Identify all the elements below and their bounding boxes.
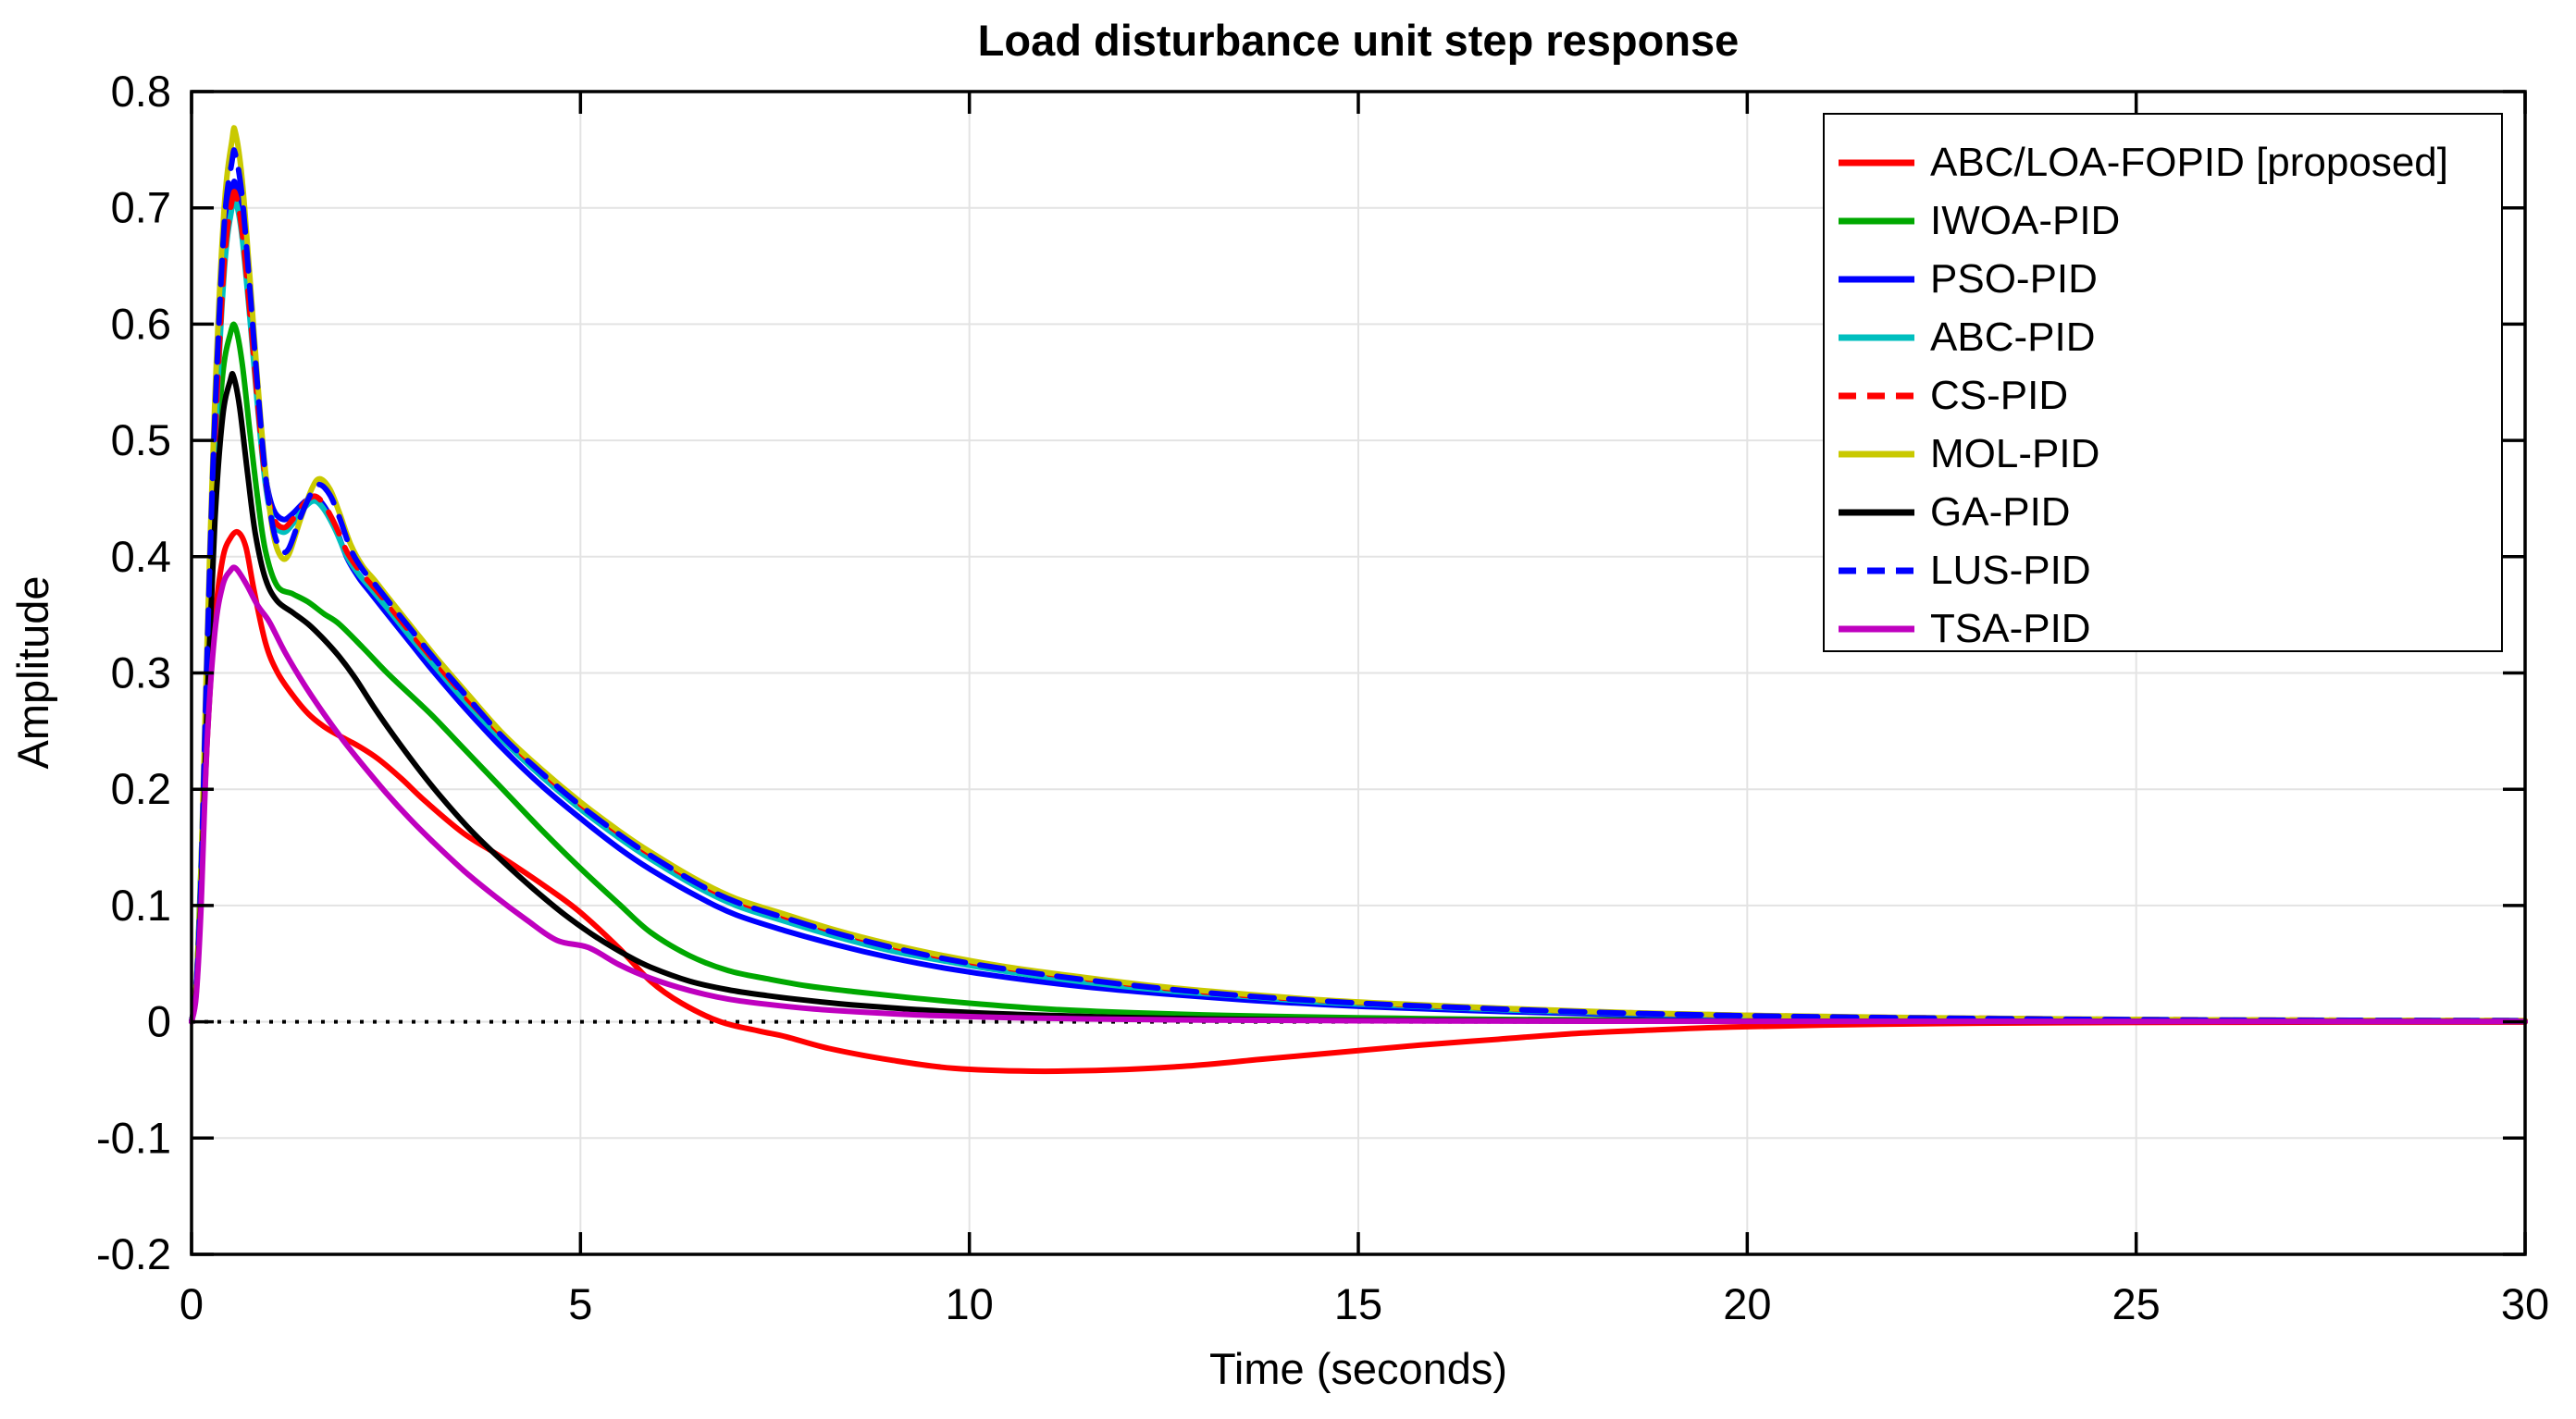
legend-line-sample-mol-pid bbox=[1839, 450, 1914, 457]
legend-item-pso-pid: PSO-PID bbox=[1825, 250, 2501, 308]
legend-item-abc-pid: ABC-PID bbox=[1825, 308, 2501, 366]
y-tick-label--0.2: -0.2 bbox=[96, 1229, 171, 1278]
legend-label: MOL-PID bbox=[1930, 430, 2100, 476]
axis-ticks bbox=[190, 90, 2527, 1256]
chart-title: Load disturbance unit step response bbox=[978, 16, 1740, 65]
legend-item-mol-pid: MOL-PID bbox=[1825, 425, 2501, 483]
legend-label: LUS-PID bbox=[1930, 547, 2091, 593]
y-tick-label-0.5: 0.5 bbox=[111, 415, 171, 464]
legend-item-iwoa-pid: IWOA-PID bbox=[1825, 191, 2501, 250]
legend-line-sample-abc-loa-fopid-proposed bbox=[1839, 159, 1914, 166]
x-tick-label-30: 30 bbox=[2501, 1279, 2549, 1328]
y-axis-label: Amplitude bbox=[8, 576, 57, 770]
legend-item-ga-pid: GA-PID bbox=[1825, 483, 2501, 541]
curve-lus-pid bbox=[189, 147, 2528, 1025]
legend-line-sample-cs-pid bbox=[1839, 392, 1914, 399]
legend-label: ABC-PID bbox=[1930, 314, 2096, 360]
legend-line-sample-lus-pid bbox=[1839, 567, 1914, 574]
y-tick-label-0.7: 0.7 bbox=[111, 183, 171, 232]
legend-line-sample-tsa-pid bbox=[1839, 625, 1914, 632]
x-axis-label: Time (seconds) bbox=[1209, 1344, 1507, 1393]
curve-tsa-pid bbox=[189, 564, 2528, 1025]
legend-label: TSA-PID bbox=[1930, 605, 2091, 651]
legend-line-sample-pso-pid bbox=[1839, 276, 1914, 282]
y-tick-label-0.6: 0.6 bbox=[111, 299, 171, 348]
legend-item-lus-pid: LUS-PID bbox=[1825, 541, 2501, 599]
curve-mol-pid bbox=[189, 125, 2528, 1025]
x-tick-label-25: 25 bbox=[2112, 1279, 2161, 1328]
x-tick-label-5: 5 bbox=[568, 1279, 592, 1328]
y-tick-label-0.2: 0.2 bbox=[111, 764, 171, 813]
legend-label: ABC/LOA-FOPID [proposed] bbox=[1930, 139, 2448, 185]
x-tick-label-10: 10 bbox=[946, 1279, 994, 1328]
legend-label: GA-PID bbox=[1930, 488, 2071, 535]
y-tick-label-0.8: 0.8 bbox=[111, 67, 171, 116]
legend-line-sample-iwoa-pid bbox=[1839, 217, 1914, 224]
y-tick-label-0.1: 0.1 bbox=[111, 881, 171, 930]
legend-label: PSO-PID bbox=[1930, 255, 2098, 302]
legend-label: IWOA-PID bbox=[1930, 197, 2121, 243]
series-curves bbox=[189, 125, 2528, 1075]
y-tick-label-0.4: 0.4 bbox=[111, 532, 171, 581]
legend-item-cs-pid: CS-PID bbox=[1825, 366, 2501, 425]
axis-tick-labels: 0 5 10 15 20 25 30 -0.2 -0.1 0 0.1 0.2 0.3 0.4 0.5 0.6 0… bbox=[96, 67, 2549, 1328]
legend-label: CS-PID bbox=[1930, 372, 2069, 418]
legend-line-sample-ga-pid bbox=[1839, 509, 1914, 515]
x-tick-label-20: 20 bbox=[1723, 1279, 1771, 1328]
legend: ABC/LOA-FOPID [proposed] IWOA-PID PSO-PID A… bbox=[1823, 113, 2503, 652]
x-tick-label-0: 0 bbox=[180, 1279, 204, 1328]
y-tick-label--0.1: -0.1 bbox=[96, 1113, 171, 1162]
legend-item-tsa-pid: TSA-PID bbox=[1825, 599, 2501, 658]
x-tick-label-15: 15 bbox=[1334, 1279, 1382, 1328]
y-tick-label-0.3: 0.3 bbox=[111, 648, 171, 697]
legend-line-sample-abc-pid bbox=[1839, 334, 1914, 340]
y-tick-label-0: 0 bbox=[147, 997, 171, 1046]
curve-abc-loa-fopid-proposed bbox=[189, 528, 2528, 1075]
legend-item-abc-loa-fopid-proposed: ABC/LOA-FOPID [proposed] bbox=[1825, 133, 2501, 191]
